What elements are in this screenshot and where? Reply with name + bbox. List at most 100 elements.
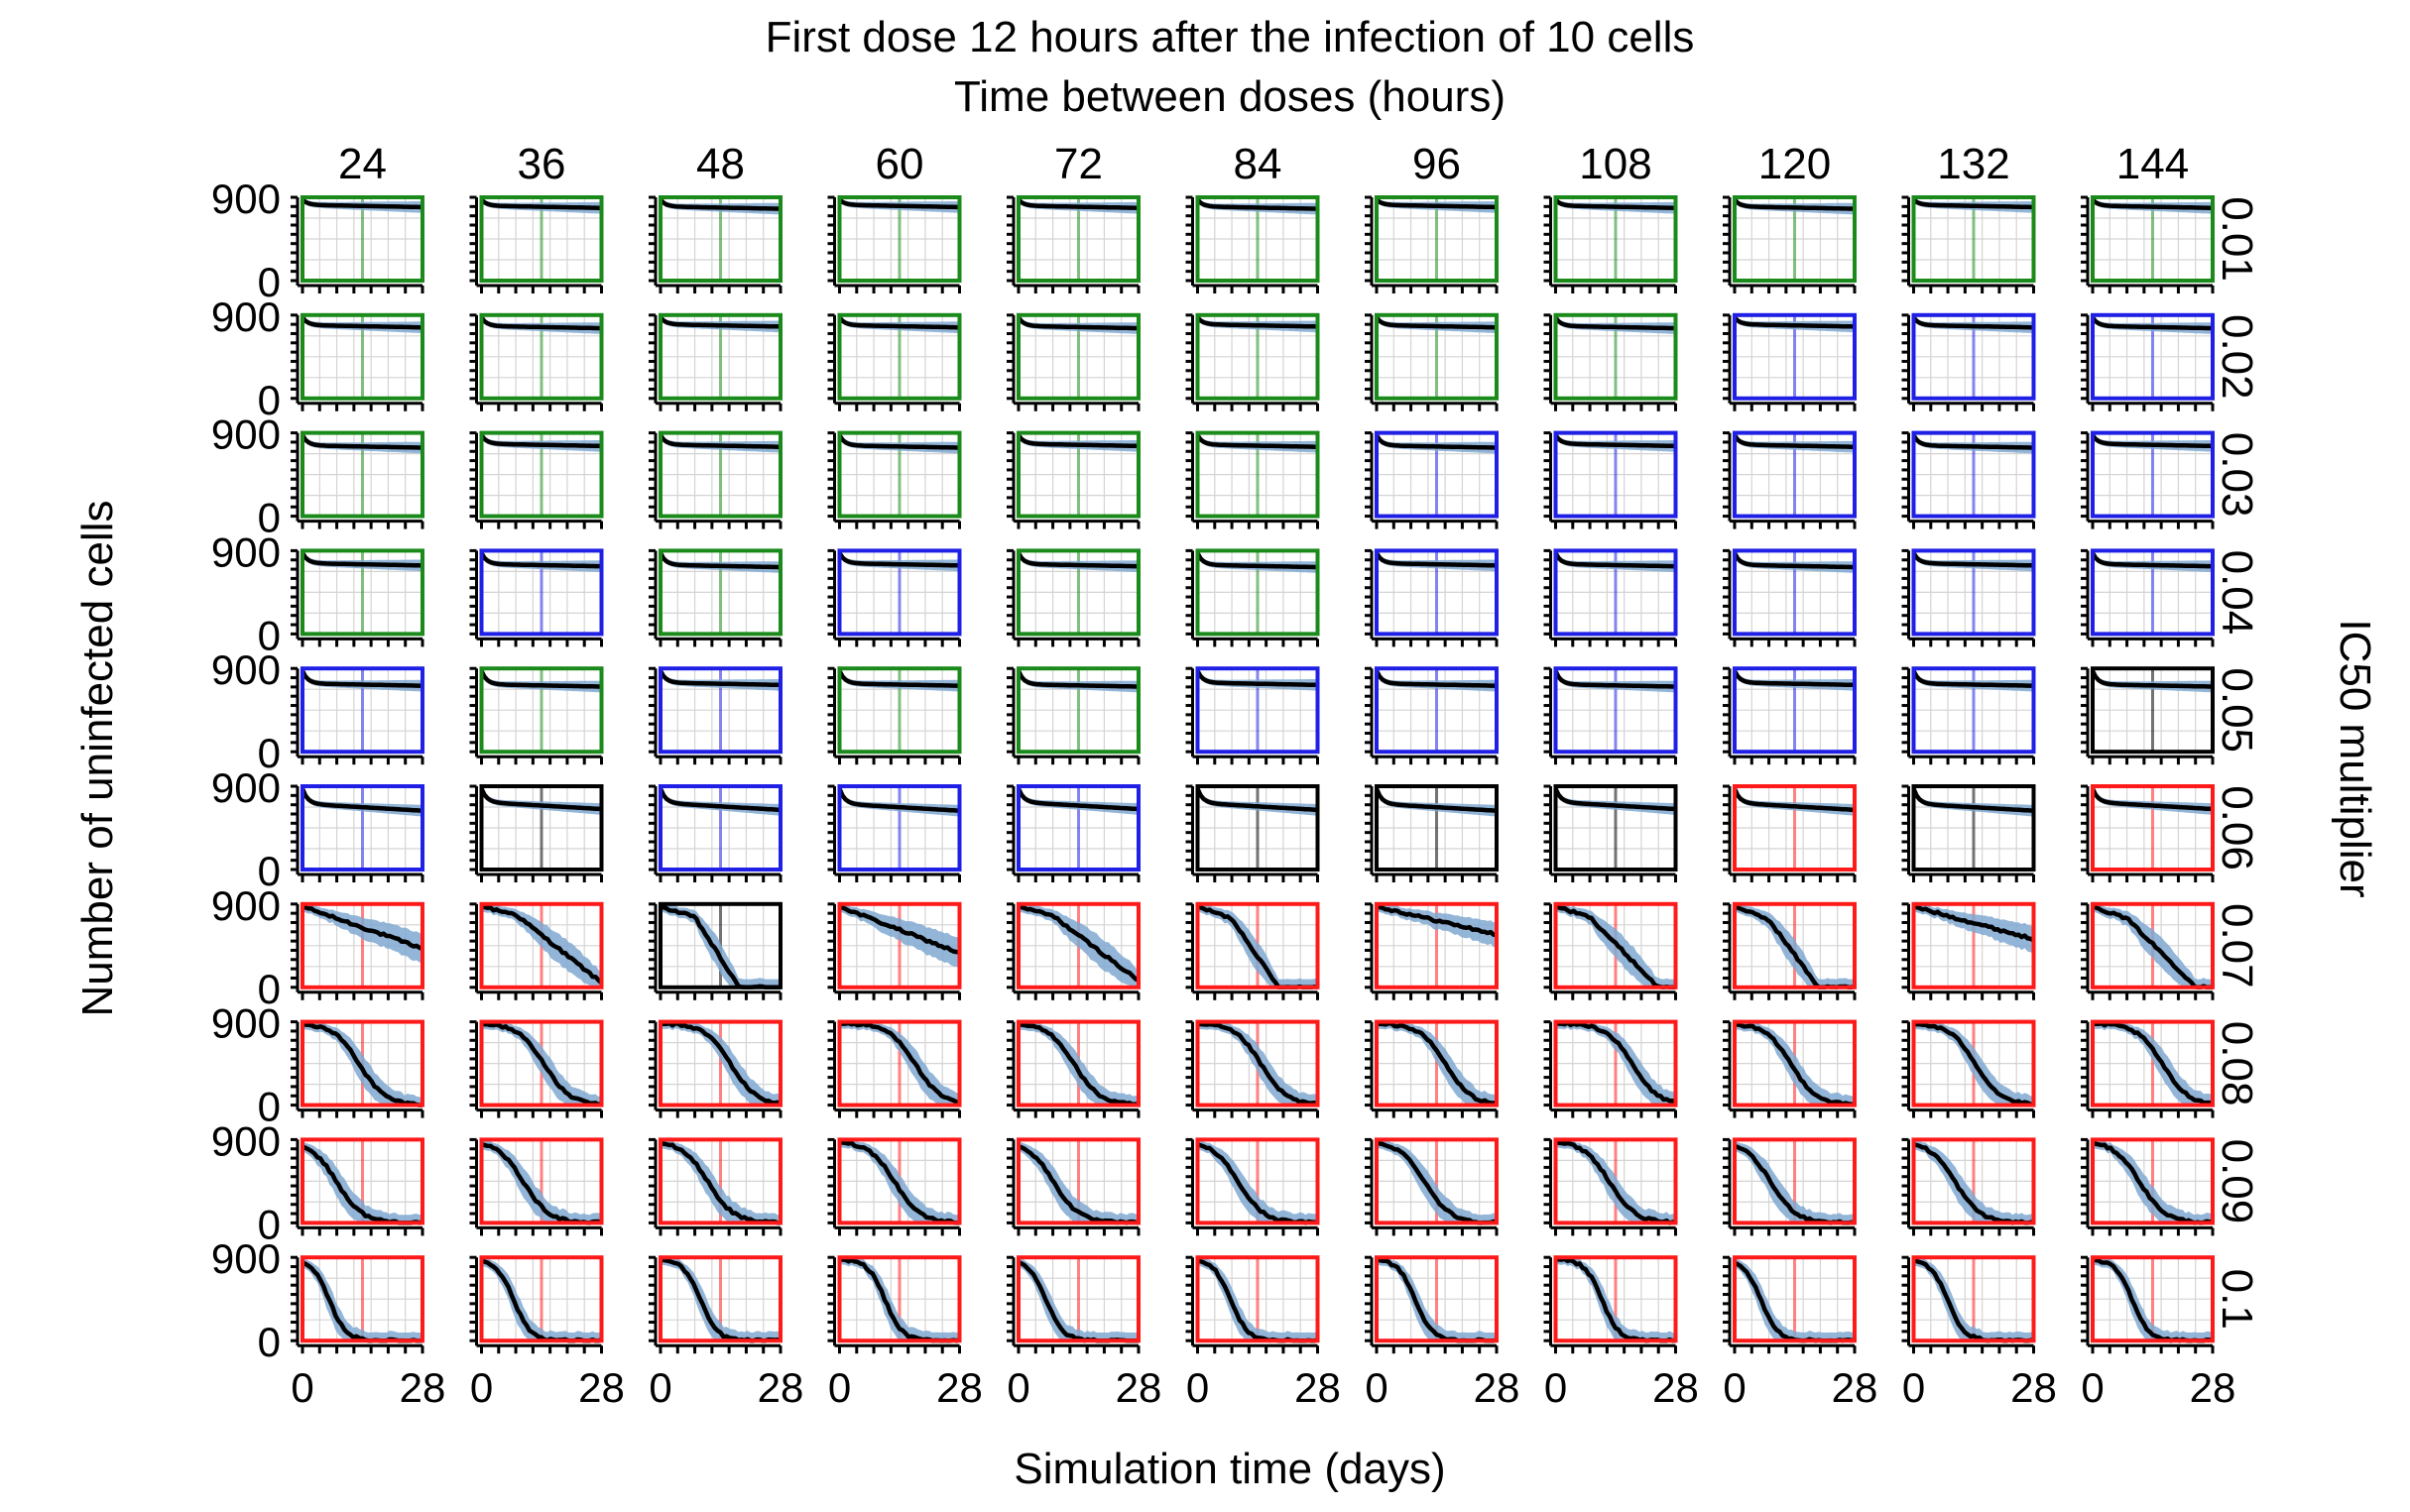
panel bbox=[1365, 784, 1499, 882]
median-line bbox=[481, 1021, 603, 1107]
panel-frame bbox=[479, 901, 604, 989]
median-line bbox=[837, 433, 960, 450]
median-line bbox=[1016, 787, 1140, 812]
panel bbox=[1007, 1137, 1141, 1236]
panel-frame bbox=[2091, 1019, 2215, 1107]
x-tick-label-end: 28 bbox=[2190, 1364, 2236, 1411]
median-line bbox=[479, 433, 602, 449]
panel: 900 0 bbox=[211, 882, 424, 1012]
median-line bbox=[1911, 315, 2034, 330]
row-header: 0.08 bbox=[2213, 1021, 2261, 1106]
panel-frame bbox=[837, 784, 962, 872]
median-line bbox=[479, 787, 602, 812]
panel-frame bbox=[1733, 1255, 1857, 1343]
panel bbox=[827, 901, 962, 1000]
panel bbox=[2081, 195, 2215, 293]
median-line bbox=[1912, 904, 2035, 943]
median-line bbox=[301, 315, 422, 330]
panel bbox=[649, 1137, 783, 1236]
x-tick-label-end: 28 bbox=[1294, 1364, 1341, 1411]
median-line bbox=[1018, 1022, 1140, 1107]
x-tick-label-start: 0 bbox=[1544, 1364, 1567, 1411]
panel-frame bbox=[1017, 195, 1141, 283]
panel-frame bbox=[1553, 1255, 1678, 1343]
panel-frame bbox=[1911, 312, 2036, 401]
panel-frame bbox=[1195, 1137, 1320, 1225]
panel bbox=[1901, 784, 2036, 882]
median-line bbox=[1733, 551, 1855, 570]
median-line bbox=[2090, 669, 2213, 689]
median-line bbox=[1733, 433, 1855, 449]
x-tick-label-end: 28 bbox=[936, 1364, 983, 1411]
panel: 0 28 bbox=[1007, 1255, 1161, 1411]
spread-band bbox=[302, 1258, 422, 1341]
panel bbox=[2081, 901, 2215, 1000]
panel-frame bbox=[837, 430, 962, 519]
spread-band bbox=[302, 904, 422, 965]
spread-band bbox=[839, 1140, 960, 1223]
median-line bbox=[301, 1021, 422, 1107]
panel-frame bbox=[1195, 901, 1320, 989]
median-line bbox=[1732, 787, 1856, 813]
median-line bbox=[1375, 315, 1497, 330]
median-line bbox=[2090, 787, 2214, 812]
panel-frame bbox=[1375, 784, 1499, 872]
panel bbox=[2081, 312, 2215, 411]
median-line bbox=[479, 315, 602, 331]
column-header: 36 bbox=[518, 140, 566, 188]
panel bbox=[1723, 195, 1857, 293]
panel bbox=[1543, 1137, 1678, 1236]
panel-frame bbox=[479, 1255, 604, 1343]
panel-frame bbox=[1733, 548, 1857, 637]
spread-band bbox=[839, 904, 960, 968]
panel bbox=[649, 901, 783, 1000]
panel-frame bbox=[2091, 901, 2215, 989]
x-tick-label-end: 28 bbox=[578, 1364, 625, 1411]
panel bbox=[1185, 312, 1320, 411]
median-line bbox=[1376, 904, 1498, 938]
panel bbox=[1901, 1137, 2036, 1236]
panel bbox=[1723, 666, 1857, 765]
panel bbox=[2081, 1019, 2215, 1118]
panel-grid: 9000900090009000900090009000900090009000… bbox=[211, 175, 2235, 1411]
median-line bbox=[837, 551, 960, 568]
panel-frame bbox=[1733, 1137, 1857, 1225]
median-line bbox=[1912, 197, 2034, 210]
panel-frame bbox=[659, 784, 783, 872]
panel-frame bbox=[1911, 901, 2036, 989]
panel-frame bbox=[2091, 1137, 2215, 1225]
panel-frame bbox=[1553, 666, 1678, 755]
panel bbox=[2081, 548, 2215, 647]
panel bbox=[1543, 548, 1678, 647]
panel bbox=[1723, 1137, 1857, 1236]
median-line bbox=[1195, 551, 1318, 570]
row-header: 0.04 bbox=[2213, 550, 2261, 636]
panel-frame bbox=[1911, 1255, 2036, 1343]
column-header: 132 bbox=[1937, 140, 2009, 188]
panel bbox=[1007, 901, 1141, 1000]
panel bbox=[827, 1019, 962, 1118]
panel bbox=[1007, 312, 1141, 411]
panel-frame bbox=[301, 901, 424, 989]
spread-band bbox=[1197, 1022, 1318, 1105]
panel bbox=[469, 784, 604, 882]
panel-frame bbox=[659, 430, 783, 519]
median-line bbox=[1913, 1021, 2034, 1107]
panel-frame bbox=[1017, 312, 1141, 401]
y-tick-label-max: 900 bbox=[211, 293, 281, 340]
panel bbox=[469, 1019, 604, 1118]
y-tick-label-max: 900 bbox=[211, 882, 281, 929]
median-line bbox=[1555, 1140, 1677, 1225]
panel-frame bbox=[1911, 1137, 2036, 1225]
panel-frame bbox=[1553, 784, 1678, 872]
row-header: 0.06 bbox=[2213, 785, 2261, 871]
spread-band bbox=[1019, 1022, 1139, 1105]
panel bbox=[2081, 1137, 2215, 1236]
panel: 0 28 bbox=[1543, 1255, 1699, 1411]
spread-band bbox=[1913, 1140, 2034, 1223]
panel-frame bbox=[837, 195, 962, 283]
panel bbox=[1365, 430, 1499, 529]
median-line bbox=[1911, 433, 2034, 450]
median-line bbox=[2091, 433, 2214, 449]
panel bbox=[1901, 1019, 2036, 1118]
